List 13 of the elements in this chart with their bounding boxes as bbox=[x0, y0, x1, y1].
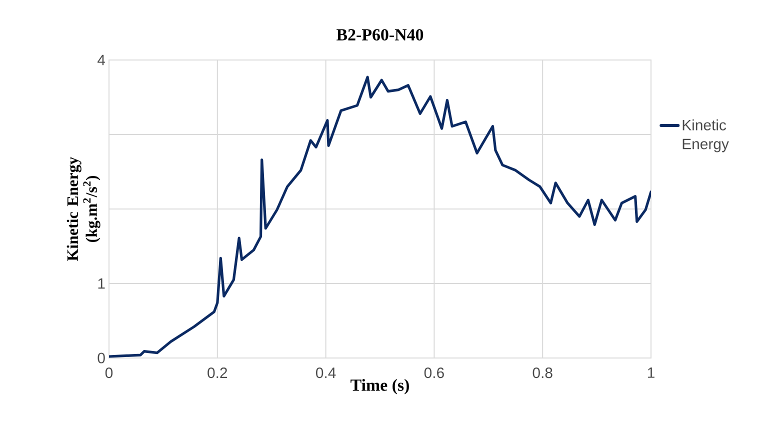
x-tick-label: 0.2 bbox=[208, 368, 228, 378]
x-tick-label: 0 bbox=[105, 368, 113, 378]
x-tick-label: 0.6 bbox=[424, 368, 444, 378]
line-series bbox=[109, 76, 652, 358]
x-axis-title: Time (s) bbox=[350, 378, 409, 394]
legend-label: Kinetic Energy bbox=[682, 119, 729, 152]
x-tick-label: 1 bbox=[648, 368, 654, 378]
y-tick-label: 0 bbox=[98, 352, 105, 364]
y-tick-label: 4 bbox=[98, 54, 106, 66]
x-tick-label: 0.4 bbox=[316, 368, 336, 378]
x-tick-label: 0.8 bbox=[532, 368, 552, 378]
y-tick-label: 1 bbox=[98, 278, 105, 289]
chart-title: B2-P60-N40 bbox=[336, 29, 424, 41]
